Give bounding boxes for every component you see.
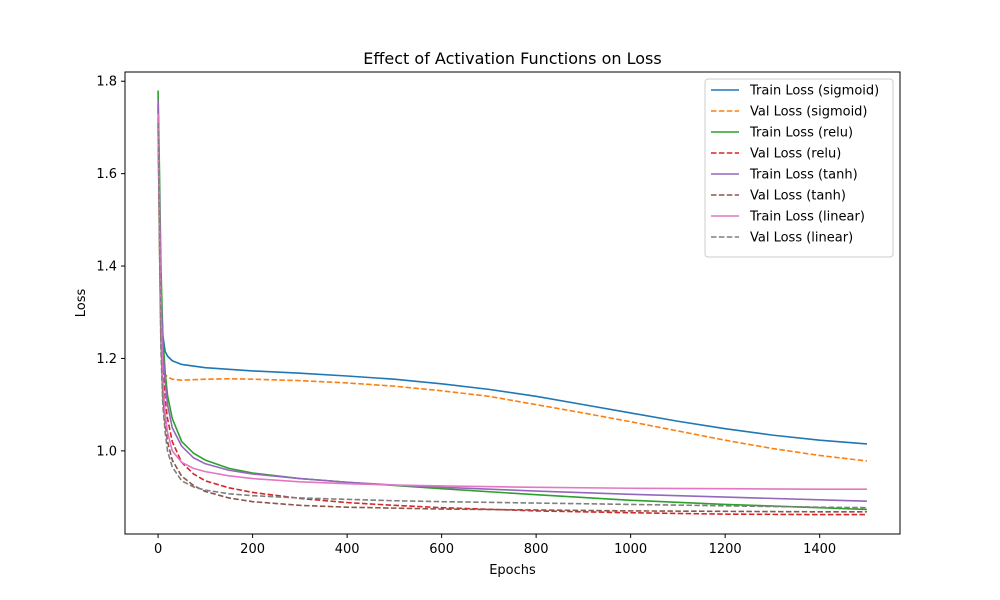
legend-entry-label: Val Loss (relu) — [750, 147, 841, 162]
x-tick-label: 1000 — [614, 542, 647, 557]
series-line-7 — [157, 122, 867, 509]
x-tick-label: 1200 — [709, 542, 742, 557]
plot-lines — [157, 90, 868, 516]
legend: Train Loss (sigmoid) Val Loss (sigmoid) Tr… — [704, 78, 894, 258]
legend-entry-label: Train Loss (tanh) — [749, 168, 858, 183]
series-line-2 — [157, 90, 867, 511]
y-tick-label: 1.0 — [96, 444, 117, 459]
legend-entry-label: Train Loss (sigmoid) — [749, 84, 879, 99]
legend-entry-label: Val Loss (tanh) — [750, 189, 846, 204]
x-tick-label: 400 — [335, 542, 360, 557]
series-line-0 — [157, 104, 867, 445]
x-tick-label: 0 — [154, 542, 162, 557]
y-tick-label: 1.2 — [96, 352, 117, 367]
x-axis-ticks: 0 200 400 600 800 1000 1200 1400 — [154, 534, 836, 557]
y-tick-label: 1.8 — [96, 75, 117, 90]
x-tick-label: 200 — [240, 542, 265, 557]
x-tick-label: 1400 — [803, 542, 836, 557]
series-line-4 — [157, 99, 867, 502]
legend-entry-label: Train Loss (relu) — [749, 126, 853, 141]
legend-entry-label: Train Loss (linear) — [749, 210, 865, 225]
y-tick-label: 1.4 — [96, 260, 117, 275]
legend-entry-label: Val Loss (linear) — [750, 231, 853, 246]
legend-box — [704, 78, 894, 258]
y-axis-ticks: 1.0 1.2 1.4 1.6 1.8 — [96, 75, 125, 459]
series-line-6 — [157, 113, 867, 490]
x-tick-label: 600 — [429, 542, 454, 557]
axes-frame — [124, 71, 901, 535]
chart-title: Effect of Activation Functions on Loss — [363, 49, 661, 68]
x-axis-title: Epochs — [489, 563, 536, 578]
x-tick-label: 800 — [524, 542, 549, 557]
y-tick-label: 1.6 — [96, 167, 117, 182]
series-line-3 — [157, 108, 867, 516]
legend-entry-label: Val Loss (sigmoid) — [750, 105, 868, 120]
y-axis-title: Loss — [74, 289, 89, 318]
